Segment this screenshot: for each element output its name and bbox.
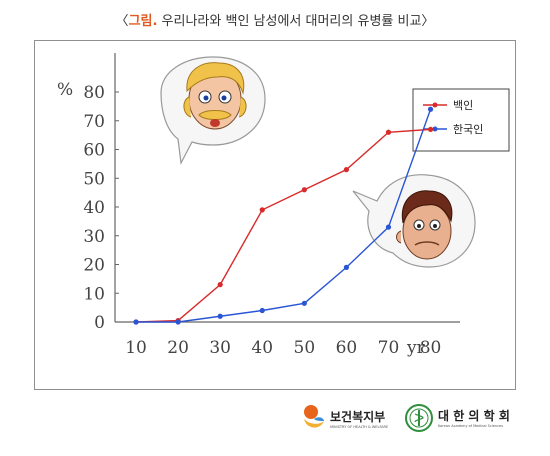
korean-man-illustration	[352, 174, 476, 268]
y-tick-label: 0	[94, 313, 105, 333]
series-line-0	[136, 128, 431, 323]
footer-logos: 보건복지부 MINISTRY OF HEALTH & WELFARE 대 한 의…	[300, 398, 540, 442]
data-point-1-2	[217, 313, 223, 319]
y-tick-label: 70	[83, 112, 105, 132]
y-tick-label: 20	[83, 256, 105, 276]
figure-caption: 〈그림. 우리나라와 백인 남성에서 대머리의 유병률 비교〉	[0, 10, 550, 29]
x-tick-label: 80	[420, 338, 442, 358]
legend-marker-korean	[432, 126, 438, 132]
data-point-1-7	[427, 106, 434, 112]
data-point-0-5	[343, 167, 350, 173]
data-point-0-6	[385, 129, 392, 135]
series-line-1	[136, 109, 432, 323]
y-tick-label: 80	[83, 83, 105, 103]
x-tick-label: 70	[378, 338, 400, 358]
data-point-1-4	[301, 300, 307, 306]
x-tick-label: 50	[294, 338, 316, 358]
academy-logo-block: 대 한 의 학 회 Korean Academy of Medical Scie…	[404, 398, 540, 438]
x-tick-label: 60	[336, 338, 358, 358]
y-tick-label: 50	[83, 169, 105, 189]
academy-logo-icon	[405, 404, 433, 432]
chart-legend: 백인 한국인	[412, 88, 510, 152]
legend-label-white: 백인	[453, 99, 473, 112]
chart-panel: % yr 0 10 20 30 40 50 60 70 80 10 20 30 40 50 60 70 80	[34, 40, 516, 390]
y-tick-label: 30	[83, 227, 105, 247]
data-point-1-6	[385, 224, 392, 230]
caption-close-bracket: 〉	[421, 14, 435, 29]
academy-name: 대 한 의 학 회	[438, 409, 510, 423]
y-unit-label: %	[57, 80, 73, 100]
caption-open-bracket: 〈	[115, 14, 129, 29]
white-man-illustration	[160, 56, 266, 165]
data-point-1-1	[175, 319, 181, 325]
y-tick-label: 40	[83, 198, 105, 218]
data-point-0-3	[259, 207, 265, 213]
data-point-1-3	[259, 307, 265, 314]
x-unit-label: yr	[406, 338, 426, 358]
x-tick-label: 10	[125, 338, 147, 358]
caption-prefix: 그림.	[128, 14, 158, 29]
series-layer	[133, 106, 434, 325]
y-tick-label: 10	[83, 284, 105, 304]
legend-box	[412, 88, 510, 152]
data-point-0-7	[427, 126, 434, 132]
x-tick-label: 20	[167, 338, 189, 358]
academy-subtitle: Korean Academy of Medical Sciences	[438, 424, 504, 428]
data-point-1-0	[133, 319, 139, 325]
legend-label-korean: 한국인	[453, 123, 483, 136]
legend-marker-white	[432, 102, 438, 108]
x-tick-labels: 10 20 30 40 50 60 70 80	[125, 338, 441, 358]
x-tick-label: 40	[251, 338, 273, 358]
y-tick-labels: 0 10 20 30 40 50 60 70 80	[83, 83, 119, 333]
ministry-logo-block: 보건복지부 MINISTRY OF HEALTH & WELFARE	[300, 398, 400, 438]
data-point-1-5	[343, 264, 350, 270]
caption-text: 우리나라와 백인 남성에서 대머리의 유병률 비교	[157, 14, 422, 29]
ministry-logo-icon	[304, 405, 324, 428]
ministry-subtitle: MINISTRY OF HEALTH & WELFARE	[330, 425, 389, 429]
prevalence-chart: % yr 0 10 20 30 40 50 60 70 80 10 20 30 40 50 60 70 80	[57, 53, 510, 358]
x-tick-label: 30	[209, 338, 231, 358]
y-tick-label: 60	[83, 141, 105, 161]
data-point-0-4	[301, 187, 307, 193]
ministry-name: 보건복지부	[330, 410, 386, 424]
data-point-0-2	[217, 282, 223, 288]
